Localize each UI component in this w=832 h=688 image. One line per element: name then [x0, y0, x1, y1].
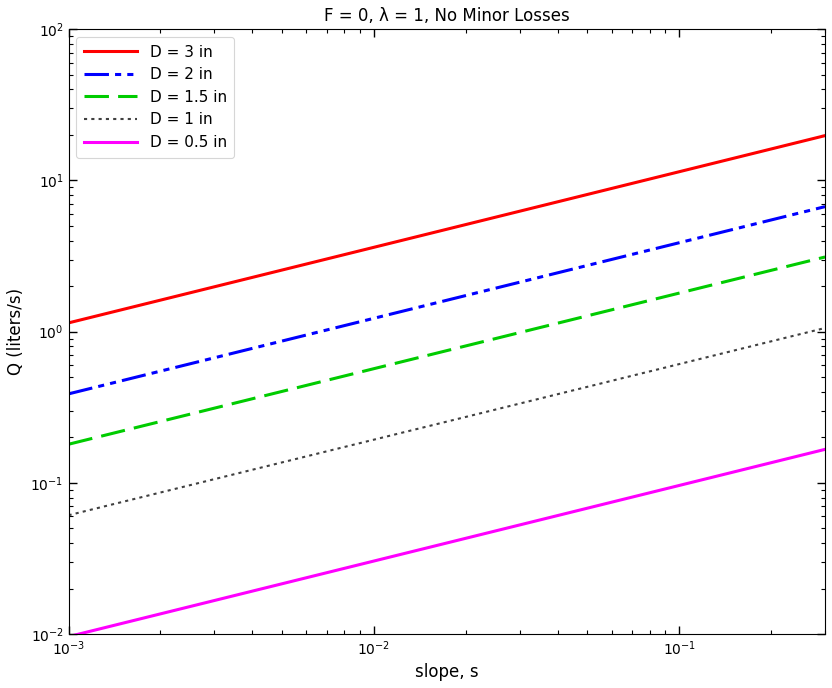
- D = 1 in: [613, 375, 623, 383]
- Line: D = 1 in: D = 1 in: [68, 328, 825, 515]
- D = 0.5 in: [820, 445, 830, 453]
- D = 1.5 in: [155, 418, 165, 426]
- D = 2 in: [310, 329, 320, 337]
- D = 0.5 in: [155, 610, 165, 619]
- D = 0.5 in: [610, 497, 620, 506]
- D = 2 in: [155, 367, 165, 376]
- X-axis label: slope, s: slope, s: [415, 663, 478, 681]
- D = 1 in: [363, 437, 373, 445]
- D = 0.5 in: [310, 572, 320, 580]
- D = 3 in: [539, 201, 549, 209]
- D = 1.5 in: [310, 379, 320, 387]
- D = 0.5 in: [363, 559, 373, 567]
- D = 1.5 in: [610, 305, 620, 313]
- D = 1 in: [155, 488, 165, 497]
- Title: F = 0, λ = 1, No Minor Losses: F = 0, λ = 1, No Minor Losses: [324, 7, 570, 25]
- D = 3 in: [310, 258, 320, 266]
- D = 1 in: [539, 394, 549, 402]
- D = 0.5 in: [613, 496, 623, 504]
- D = 3 in: [820, 131, 830, 140]
- D = 1 in: [63, 511, 73, 519]
- D = 3 in: [63, 319, 73, 327]
- Line: D = 2 in: D = 2 in: [68, 206, 825, 394]
- Legend: D = 3 in, D = 2 in, D = 1.5 in, D = 1 in, D = 0.5 in: D = 3 in, D = 2 in, D = 1.5 in, D = 1 in…: [77, 37, 235, 158]
- D = 1 in: [610, 376, 620, 384]
- D = 2 in: [613, 254, 623, 262]
- D = 2 in: [63, 390, 73, 398]
- D = 2 in: [610, 255, 620, 263]
- D = 1.5 in: [539, 322, 549, 330]
- D = 1 in: [820, 324, 830, 332]
- D = 1.5 in: [363, 366, 373, 374]
- D = 3 in: [363, 245, 373, 253]
- D = 1.5 in: [613, 304, 623, 312]
- D = 1 in: [310, 450, 320, 458]
- Line: D = 1.5 in: D = 1.5 in: [68, 257, 825, 444]
- D = 0.5 in: [63, 632, 73, 641]
- D = 3 in: [613, 182, 623, 191]
- D = 3 in: [610, 184, 620, 192]
- D = 2 in: [820, 202, 830, 211]
- D = 0.5 in: [539, 515, 549, 523]
- D = 2 in: [539, 272, 549, 280]
- D = 2 in: [363, 316, 373, 324]
- D = 3 in: [155, 297, 165, 305]
- Line: D = 3 in: D = 3 in: [68, 136, 825, 323]
- D = 1.5 in: [820, 253, 830, 261]
- Line: D = 0.5 in: D = 0.5 in: [68, 449, 825, 636]
- D = 1.5 in: [63, 440, 73, 449]
- Y-axis label: Q (liters/s): Q (liters/s): [7, 288, 25, 375]
